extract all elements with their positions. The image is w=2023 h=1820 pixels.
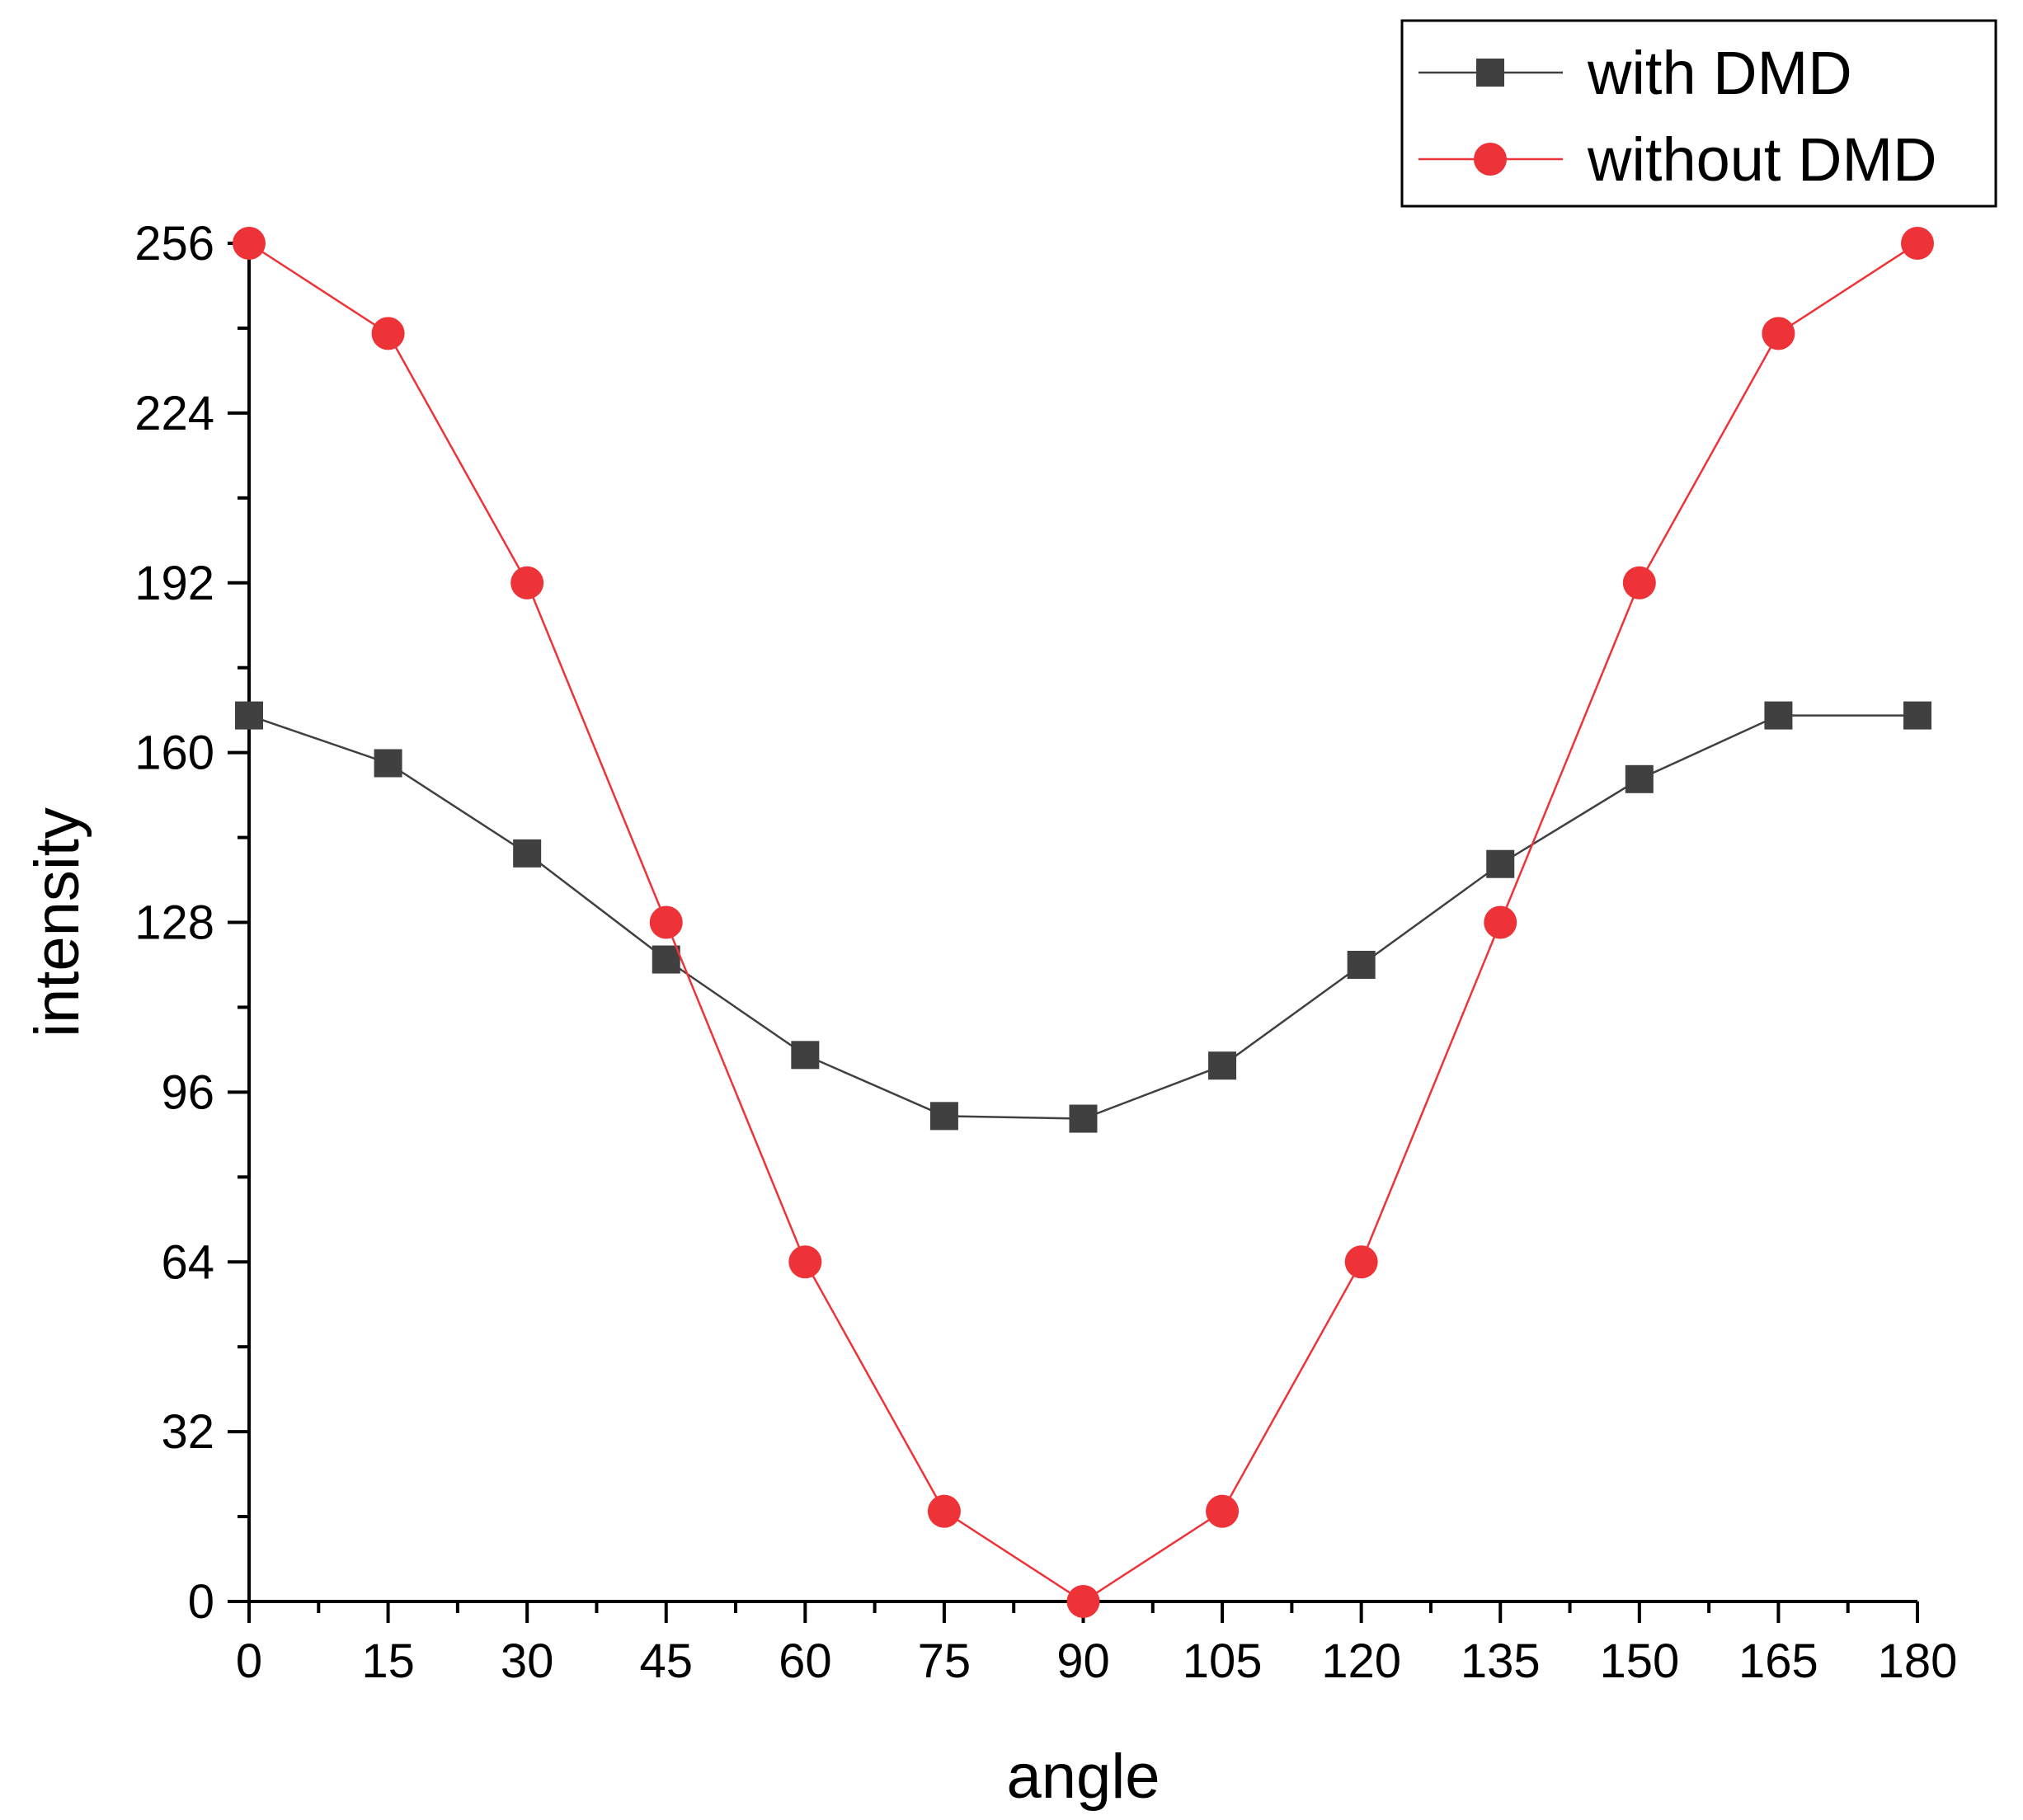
legend-marker-square: [1476, 59, 1504, 87]
data-point-square: [1764, 701, 1793, 730]
x-axis-title: angle: [1007, 1742, 1160, 1812]
data-point-square: [374, 749, 402, 778]
series-with-dmd: [235, 701, 1931, 1133]
x-tick-label: 30: [501, 1634, 554, 1688]
x-tick-label: 135: [1461, 1634, 1541, 1688]
y-axis-title: intensity: [22, 807, 92, 1037]
data-point-square: [235, 701, 263, 730]
data-point-square: [1903, 701, 1931, 730]
data-point-square: [1208, 1051, 1237, 1080]
data-point-square: [791, 1041, 820, 1070]
x-tick-label: 105: [1183, 1634, 1263, 1688]
data-point-square: [1347, 950, 1376, 979]
series-layer: [233, 227, 1934, 1618]
y-tick-label: 224: [134, 387, 214, 440]
y-tick-label: 160: [134, 727, 214, 780]
data-point-circle: [1901, 227, 1934, 260]
x-tick-label: 150: [1599, 1634, 1679, 1688]
x-tick-label: 60: [779, 1634, 832, 1688]
x-tick-label: 120: [1321, 1634, 1401, 1688]
series-line: [248, 714, 1917, 1120]
data-point-circle: [1206, 1494, 1240, 1528]
data-point-square: [1069, 1104, 1098, 1133]
legend: with DMD without DMD: [1400, 19, 1997, 208]
data-point-circle: [1066, 1585, 1100, 1618]
data-point-circle: [788, 1245, 822, 1279]
y-tick-label: 128: [134, 896, 214, 950]
data-point-circle: [1484, 905, 1517, 939]
legend-label: with DMD: [1587, 39, 1852, 107]
legend-box: [1400, 19, 1997, 208]
y-tick-label: 96: [161, 1065, 214, 1119]
data-point-circle: [1762, 317, 1795, 350]
y-tick-label: 0: [188, 1575, 214, 1629]
data-point-circle: [1344, 1245, 1378, 1279]
legend-marker-circle: [1474, 143, 1507, 176]
x-tick-label: 45: [639, 1634, 693, 1688]
data-point-circle: [649, 905, 683, 939]
data-point-circle: [233, 227, 266, 260]
data-point-square: [513, 839, 542, 868]
data-point-circle: [927, 1494, 961, 1528]
x-tick-label: 15: [361, 1634, 415, 1688]
x-tick-label: 90: [1056, 1634, 1110, 1688]
data-point-square: [1486, 849, 1515, 878]
y-tick-label: 32: [161, 1405, 214, 1459]
axes: 0 15 30 45 60 75 90 105 120 135 150 165 180 0 32 64 96 12…: [22, 217, 1957, 1812]
x-tick-label: 165: [1738, 1634, 1818, 1688]
y-tick-label: 64: [161, 1235, 214, 1289]
series-without-dmd: [233, 227, 1934, 1618]
data-point-square: [1625, 764, 1654, 793]
y-tick-label: 256: [134, 217, 214, 270]
x-tick-label: 75: [918, 1634, 972, 1688]
data-point-circle: [510, 566, 544, 600]
data-point-square: [929, 1102, 958, 1131]
data-point-square: [652, 945, 680, 974]
legend-label: without DMD: [1587, 125, 1937, 194]
series-line: [248, 242, 1918, 1603]
x-tick-label: 0: [236, 1634, 262, 1688]
x-tick-label: 180: [1878, 1634, 1958, 1688]
data-point-circle: [1622, 566, 1656, 600]
data-point-circle: [371, 317, 405, 350]
y-tick-label: 192: [134, 557, 214, 610]
